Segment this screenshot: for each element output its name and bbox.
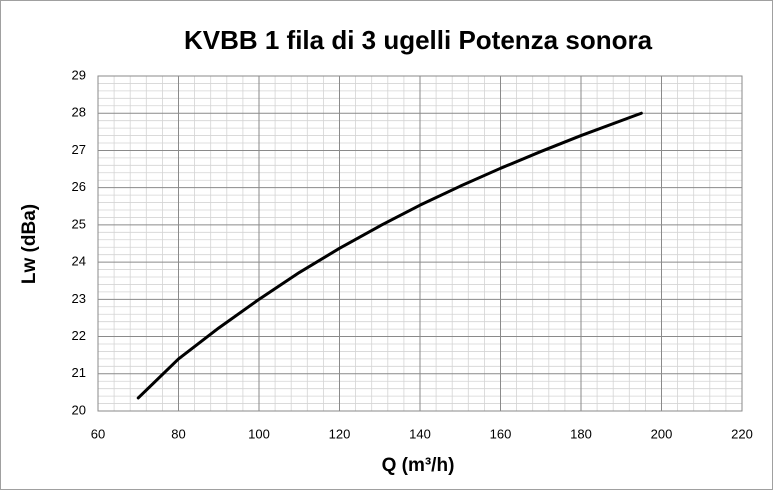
x-tick-label: 100 <box>248 426 270 441</box>
y-tick-label: 23 <box>72 291 86 306</box>
x-tick-label: 120 <box>329 426 351 441</box>
y-tick-label: 25 <box>72 216 86 231</box>
x-tick-label: 220 <box>731 426 753 441</box>
y-tick-label: 22 <box>72 328 86 343</box>
x-tick-label: 140 <box>409 426 431 441</box>
x-axis-label: Q (m³/h) <box>382 455 455 476</box>
y-tick-label: 29 <box>72 67 86 82</box>
y-axis-label: Lw (dBa) <box>19 204 40 284</box>
y-tick-label: 20 <box>72 402 86 417</box>
plot-border <box>97 75 743 412</box>
y-tick-label: 27 <box>72 142 86 157</box>
x-tick-label: 160 <box>490 426 512 441</box>
x-tick-label: 80 <box>171 426 185 441</box>
data-line <box>136 111 643 400</box>
y-tick-label: 24 <box>72 254 86 269</box>
y-tick-label: 21 <box>72 365 86 380</box>
y-tick-label: 28 <box>72 105 86 120</box>
x-tick-label: 60 <box>91 426 105 441</box>
x-tick-label: 200 <box>651 426 673 441</box>
y-tick-label: 26 <box>72 179 86 194</box>
x-tick-label: 180 <box>570 426 592 441</box>
chart-title: KVBB 1 fila di 3 ugelli Potenza sonora <box>184 25 653 55</box>
